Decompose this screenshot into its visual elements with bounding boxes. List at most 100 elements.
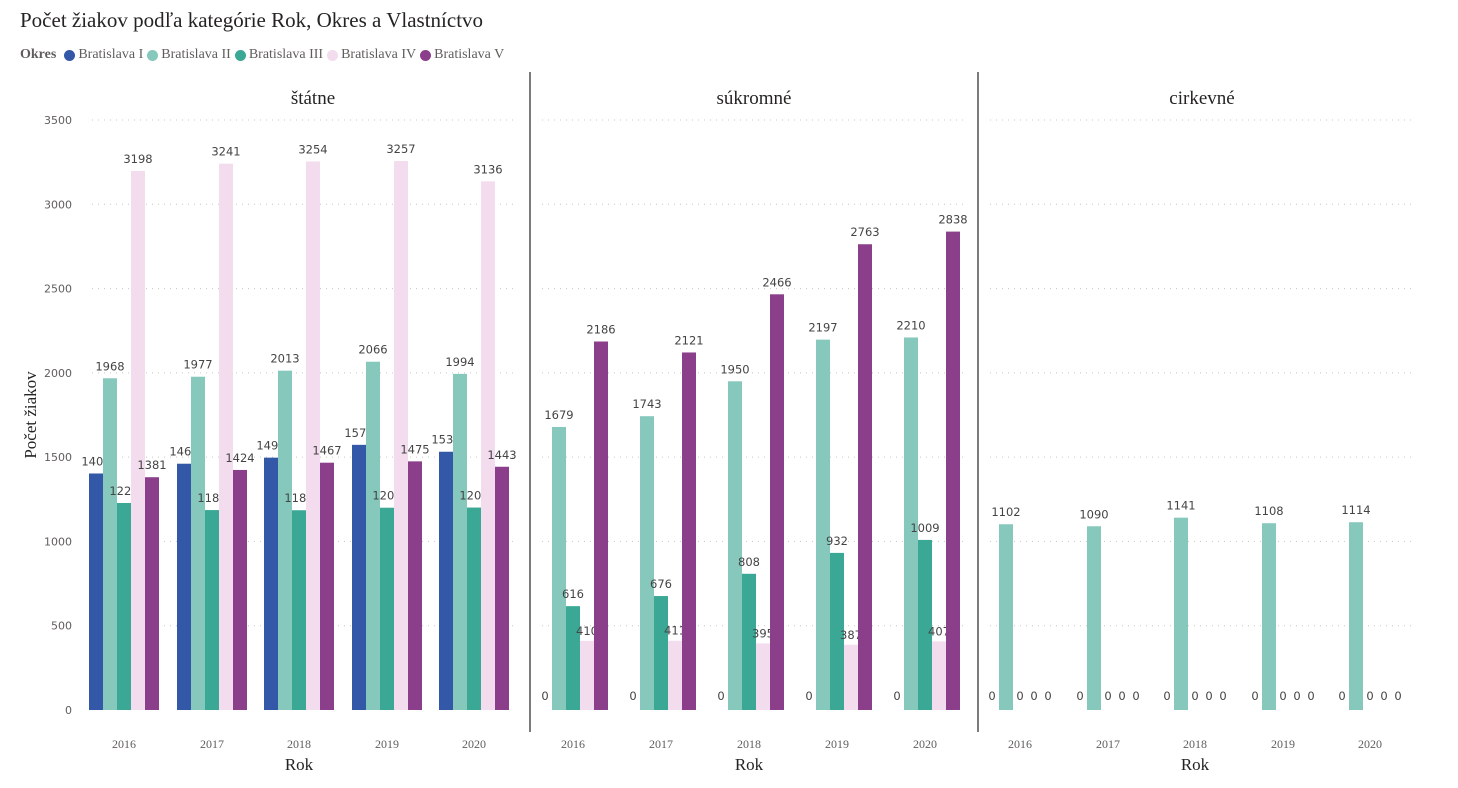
bar	[394, 160, 408, 710]
data-label: 0	[988, 689, 995, 703]
bar	[408, 461, 422, 710]
legend-item-bratislava-iv[interactable]: Bratislava IV	[327, 47, 416, 63]
data-label: 0	[1118, 689, 1125, 703]
panel-title: súkromné	[717, 88, 792, 109]
bar	[219, 163, 233, 710]
bar	[999, 524, 1013, 710]
legend-label: Bratislava IV	[341, 47, 417, 62]
data-label: 616	[562, 587, 584, 601]
bar	[830, 552, 844, 710]
bar	[177, 463, 191, 710]
data-label: 0	[805, 689, 812, 703]
data-label: 0	[1030, 689, 1037, 703]
data-label: 1108	[1254, 504, 1283, 518]
data-label: 0	[1394, 689, 1401, 703]
data-label: 0	[1338, 689, 1345, 703]
data-label: 0	[1380, 689, 1387, 703]
legend-item-bratislava-v[interactable]: Bratislava V	[420, 47, 504, 63]
x-tick-label: 2017	[649, 737, 673, 751]
data-label: 0	[1219, 689, 1226, 703]
data-label: 676	[650, 577, 672, 591]
legend-label: Bratislava I	[78, 47, 144, 62]
legend-dot-icon	[420, 49, 432, 61]
data-label: 1102	[991, 505, 1020, 519]
data-label: 2466	[762, 275, 791, 289]
data-label: 0	[1044, 689, 1051, 703]
legend-item-bratislava-ii[interactable]: Bratislava II	[147, 47, 231, 63]
data-label: 1381	[137, 458, 166, 472]
data-label: 0	[1307, 689, 1314, 703]
x-tick-label: 2018	[287, 737, 311, 751]
data-label: 1443	[487, 448, 516, 462]
bar	[1262, 523, 1276, 710]
bar	[640, 416, 654, 710]
data-label: 1141	[1166, 499, 1195, 513]
bar	[481, 181, 495, 711]
bar	[352, 444, 366, 710]
data-label: 1090	[1079, 507, 1108, 521]
data-label: 1743	[632, 397, 661, 411]
data-label: 1679	[544, 408, 573, 422]
x-tick-label: 2019	[375, 737, 399, 751]
bar	[566, 606, 580, 710]
y-axis-title: Počet žiakov	[21, 371, 40, 459]
panel-title: štátne	[291, 88, 335, 109]
legend-dot-icon	[234, 49, 246, 61]
bar	[682, 352, 696, 710]
data-label: 0	[893, 689, 900, 703]
data-label: 0	[1191, 689, 1198, 703]
bar	[756, 643, 770, 710]
bar	[1349, 522, 1363, 710]
legend-item-bratislava-iii[interactable]: Bratislava III	[234, 47, 323, 63]
x-tick-label: 2020	[1358, 737, 1382, 751]
data-label: 0	[1076, 689, 1083, 703]
bar	[816, 339, 830, 710]
bar	[594, 341, 608, 710]
legend: Okres Bratislava I Bratislava II Bratisl…	[20, 46, 508, 64]
bar	[742, 573, 756, 710]
bar	[89, 473, 103, 710]
data-label: 0	[1016, 689, 1023, 703]
data-label: 0	[1132, 689, 1139, 703]
bar	[1174, 517, 1188, 710]
x-tick-label: 2017	[1096, 737, 1120, 751]
legend-item-bratislava-i[interactable]: Bratislava I	[64, 47, 143, 63]
bar	[439, 451, 453, 710]
x-tick-label: 2018	[1183, 737, 1207, 751]
y-tick-label: 0	[65, 704, 72, 717]
x-tick-label: 2018	[737, 737, 761, 751]
bar	[495, 466, 509, 710]
bar	[668, 640, 682, 710]
legend-dot-icon	[64, 49, 76, 61]
legend-label: Bratislava II	[161, 47, 231, 62]
bar	[380, 507, 394, 710]
data-label: 0	[1251, 689, 1258, 703]
panel-title: cirkevné	[1169, 88, 1234, 109]
bar	[366, 361, 380, 710]
bar	[117, 502, 131, 710]
legend-dot-icon	[327, 49, 339, 61]
data-label: 1968	[95, 359, 124, 373]
data-label: 808	[738, 555, 760, 569]
data-label: 1467	[312, 444, 341, 458]
data-label: 1114	[1341, 503, 1370, 517]
x-tick-label: 2017	[200, 737, 224, 751]
bar	[145, 477, 159, 710]
bar	[728, 381, 742, 710]
bar	[233, 469, 247, 710]
bar	[552, 426, 566, 710]
bar	[918, 539, 932, 710]
bar	[467, 507, 481, 710]
data-label: 1009	[910, 521, 939, 535]
legend-dot-icon	[147, 49, 159, 61]
data-label: 410	[576, 624, 598, 638]
bar	[844, 644, 858, 710]
data-label: 1977	[183, 358, 212, 372]
data-label: 2066	[358, 343, 387, 357]
data-label: 0	[1205, 689, 1212, 703]
x-tick-label: 2020	[913, 737, 937, 751]
data-label: 2210	[896, 318, 925, 332]
bar	[103, 378, 117, 710]
data-label: 1424	[225, 451, 254, 465]
data-label: 387	[840, 628, 862, 642]
